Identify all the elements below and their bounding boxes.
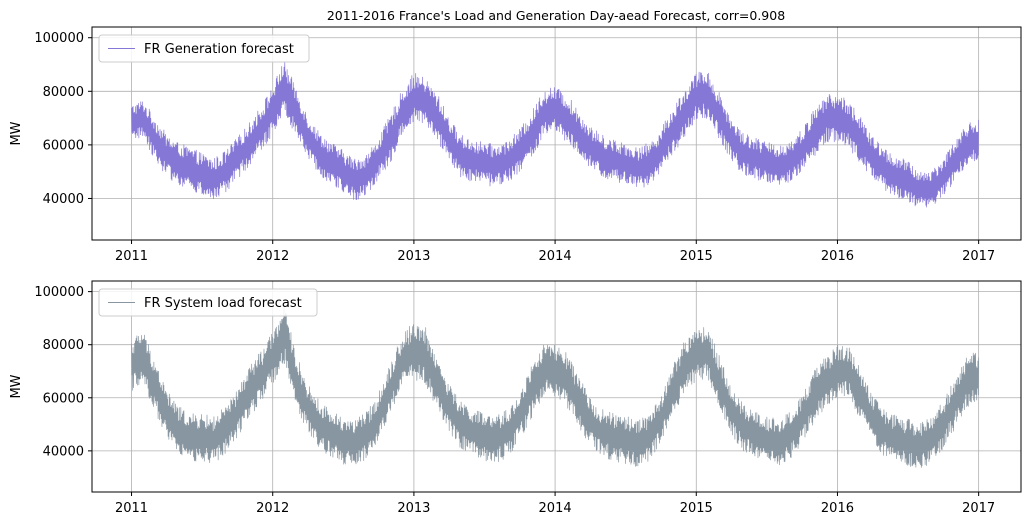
generation-forecast-panel: 2011 2012 2013 2014 2015 2016 2017 40000 60000 80…: [9, 26, 1022, 264]
x-tick-label: 2013: [397, 501, 430, 516]
x-tick-label: 2017: [962, 501, 995, 516]
legend-label: FR Generation forecast: [144, 42, 294, 57]
y-axis-label: MW: [9, 121, 24, 145]
y-tick-label: 60000: [43, 138, 84, 153]
x-tick-label: 2013: [397, 249, 430, 264]
x-tick-label: 2017: [962, 249, 995, 264]
x-tick-label: 2012: [256, 249, 289, 264]
y-tick-label: 100000: [34, 285, 84, 300]
y-tick-label: 40000: [43, 192, 84, 207]
x-tick-label: 2016: [821, 501, 854, 516]
x-tick-label: 2011: [115, 501, 148, 516]
x-tick-label: 2014: [539, 249, 572, 264]
figure-title: 2011-2016 France's Load and Generation D…: [327, 8, 785, 23]
y-tick-label: 80000: [43, 85, 84, 100]
legend: FR Generation forecast: [98, 34, 310, 63]
series-line-system-load-forecast: [131, 307, 979, 468]
axes-frame: [91, 26, 1022, 241]
x-tick-label: 2012: [256, 501, 289, 516]
y-tick-label: 60000: [43, 391, 84, 406]
y-tick-label: 100000: [34, 31, 84, 46]
legend: FR System load forecast: [98, 288, 318, 317]
legend-box: [98, 288, 318, 317]
y-axis-label: MW: [9, 374, 24, 398]
y-tick-label: 40000: [43, 444, 84, 459]
x-tick-label: 2014: [539, 501, 572, 516]
x-tick-label: 2011: [115, 249, 148, 264]
x-tick-label: 2015: [680, 249, 713, 264]
series-line-generation-forecast: [131, 60, 979, 208]
x-tick-label: 2016: [821, 249, 854, 264]
system-load-forecast-panel: 2011 2012 2013 2014 2015 2016 2017 40000 60000 80…: [9, 280, 1022, 516]
axes-frame: [91, 280, 1022, 493]
y-tick-label: 80000: [43, 338, 84, 353]
legend-label: FR System load forecast: [144, 296, 302, 311]
legend-box: [98, 34, 310, 63]
x-tick-label: 2015: [680, 501, 713, 516]
